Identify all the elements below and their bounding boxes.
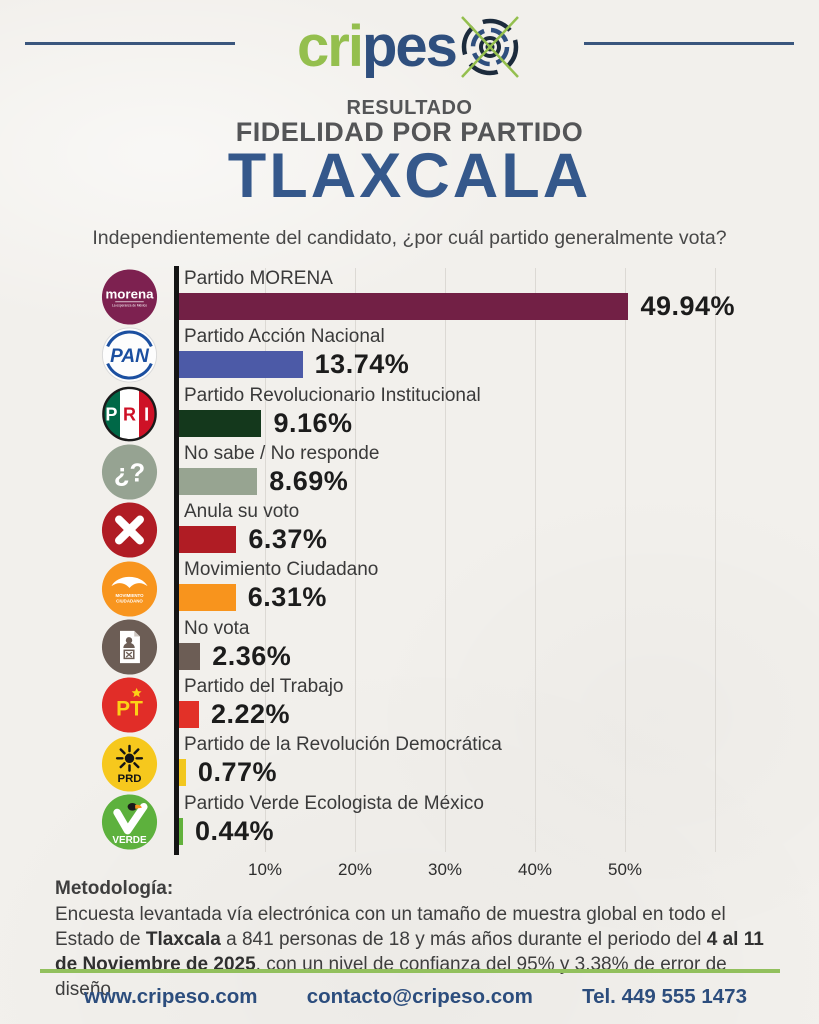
pt-logo-icon: PT: [101, 677, 158, 733]
footer-website: www.cripeso.com: [84, 985, 258, 1008]
chart-row-mc: MOVIMIENTO CIUDADANO Movimiento Ciudadan…: [0, 559, 819, 617]
party-label: Partido Acción Nacional: [184, 326, 385, 348]
movimiento-ciudadano-logo-icon: MOVIMIENTO CIUDADANO: [101, 561, 158, 617]
bar-pri: [179, 409, 262, 437]
chart-rows: morena La esperanza de México Partido MO…: [0, 268, 819, 851]
party-label: Partido de la Revolución Democrática: [184, 734, 502, 756]
chart-row-pt: PT Partido del Trabajo 2.22%: [0, 676, 819, 734]
svg-text:MOVIMIENTO: MOVIMIENTO: [115, 593, 144, 598]
chart-row-verde: VERDE Partido Verde Ecologista de México…: [0, 793, 819, 851]
value-label: 0.77%: [197, 757, 277, 788]
value-label: 49.94%: [640, 291, 736, 321]
y-axis-line: [174, 266, 179, 855]
party-label: No vota: [184, 617, 250, 639]
target-bullseye-icon: [461, 16, 519, 78]
value-label: 2.36%: [212, 640, 292, 671]
svg-text:morena: morena: [105, 287, 154, 302]
bar-pt: [179, 701, 199, 729]
methodology-section: Metodología: Encuesta levantada vía elec…: [55, 878, 769, 1002]
chart-row-pri: P R I Partido Revolucionario Institucion…: [0, 385, 819, 443]
bar-prd: [179, 759, 186, 787]
party-label: Partido MORENA: [184, 268, 333, 289]
svg-text:PAN: PAN: [110, 347, 150, 368]
title-fidelidad-por-partido: FIDELIDAD POR PARTIDO: [235, 117, 584, 147]
footer-contact-bar: www.cripeso.com contacto@cripeso.com Tel…: [0, 985, 819, 1009]
bar-no-vota: [179, 642, 201, 670]
cripeso-logo: cripes: [0, 6, 819, 88]
header-rule-right: [584, 42, 794, 45]
svg-text:I: I: [144, 404, 149, 424]
pan-logo-icon: PAN: [101, 327, 158, 383]
value-label: 0.44%: [194, 815, 275, 846]
svg-text:¿?: ¿?: [114, 460, 145, 488]
prd-logo-icon: PRD: [101, 735, 158, 792]
chart-row-anula: Anula su voto 6.37%: [0, 501, 819, 559]
anula-voto-x-icon: [101, 502, 158, 558]
party-label: Partido Revolucionario Institucional: [184, 384, 481, 406]
morena-logo-icon: morena La esperanza de México: [101, 269, 158, 325]
verde-logo-icon: VERDE: [101, 794, 158, 850]
party-label: Partido Verde Ecologista de México: [184, 792, 484, 814]
value-label: 6.37%: [248, 524, 328, 555]
pri-logo-icon: P R I: [102, 386, 157, 442]
svg-text:La esperanza de México: La esperanza de México: [112, 304, 147, 308]
bar-morena: [179, 293, 629, 320]
bar-verde: [179, 817, 183, 845]
party-label: No sabe / No responde: [184, 442, 380, 464]
footer-phone: Tel. 449 555 1473: [582, 985, 747, 1008]
chart-row-prd: PRD Partido de la Revolución Democrática…: [0, 734, 819, 792]
value-label: 13.74%: [314, 349, 410, 380]
bar-anula: [179, 526, 237, 554]
value-label: 6.31%: [247, 582, 327, 613]
value-label: 2.22%: [210, 699, 291, 730]
svg-text:PT: PT: [116, 698, 143, 721]
survey-question-subtitle: Independientemente del candidato, ¿por c…: [92, 227, 727, 249]
title-state-tlaxcala: TLAXCALA: [227, 141, 592, 211]
chart-row-pan: PAN Partido Acción Nacional 13.74%: [0, 326, 819, 384]
svg-text:CIUDADANO: CIUDADANO: [116, 598, 143, 603]
bar-mc: [179, 584, 236, 612]
methodology-heading: Metodología:: [55, 878, 174, 899]
cripeso-logo-text: cripes: [297, 14, 458, 79]
value-label: 8.69%: [269, 465, 349, 496]
svg-text:PRD: PRD: [117, 773, 141, 785]
bar-pan: [179, 351, 303, 379]
header-rule-left: [25, 42, 235, 45]
bar-no-sabe: [179, 467, 258, 495]
chart-row-morena: morena La esperanza de México Partido MO…: [0, 268, 819, 326]
svg-text:R: R: [123, 404, 136, 424]
footer-divider-rule: [40, 969, 780, 973]
value-label: 9.16%: [273, 407, 353, 438]
bar-chart: morena La esperanza de México Partido MO…: [0, 262, 819, 902]
title-resultado: RESULTADO: [346, 97, 473, 119]
party-label: Partido del Trabajo: [184, 676, 344, 698]
no-sabe-question-icon: ¿?: [101, 444, 158, 500]
footer-email: contacto@cripeso.com: [306, 985, 533, 1008]
party-label: Movimiento Ciudadano: [184, 559, 379, 581]
svg-text:P: P: [105, 404, 117, 424]
chart-row-no-vota: No vota 2.36%: [0, 618, 819, 676]
no-vota-ballot-icon: [101, 619, 158, 675]
svg-text:VERDE: VERDE: [112, 835, 147, 846]
chart-row-no-sabe: ¿? No sabe / No responde 8.69%: [0, 443, 819, 501]
party-label: Anula su voto: [184, 501, 300, 523]
